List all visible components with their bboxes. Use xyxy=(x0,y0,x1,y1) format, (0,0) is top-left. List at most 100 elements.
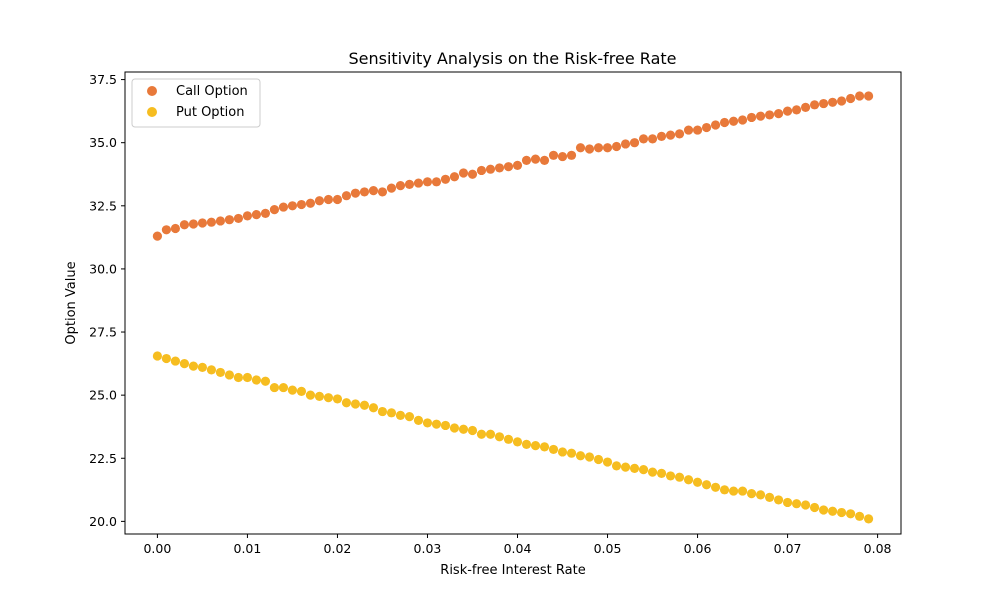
chart-title: Sensitivity Analysis on the Risk-free Ra… xyxy=(348,49,676,68)
call-option-point xyxy=(836,96,847,106)
put-option-point xyxy=(215,367,226,378)
call-option-point xyxy=(863,91,874,101)
put-option-point xyxy=(539,442,550,452)
call-option-point xyxy=(431,177,442,187)
call-option-point xyxy=(737,115,748,125)
call-option-point xyxy=(368,186,379,196)
y-axis-ticks: 20.0 22.5 25.0 27.5 30.0 32.5 35.0 37.5 xyxy=(89,72,125,529)
call-option-point xyxy=(647,134,658,144)
put-option-point xyxy=(800,500,811,510)
y-tick-label: 32.5 xyxy=(89,198,117,213)
call-option-point xyxy=(665,130,676,140)
put-option-point xyxy=(404,412,415,422)
call-option-point xyxy=(233,213,244,224)
put-option-point xyxy=(179,358,190,369)
put-option-point xyxy=(665,471,676,481)
put-option-point xyxy=(422,418,433,428)
call-option-point xyxy=(620,139,631,149)
put-option-point xyxy=(512,437,523,447)
call-option-point xyxy=(854,91,865,101)
x-tick-label: 0.01 xyxy=(234,541,262,556)
call-option-point xyxy=(809,100,820,110)
put-option-point xyxy=(242,372,253,383)
legend-marker-put-option xyxy=(147,107,157,117)
y-tick-label: 30.0 xyxy=(89,261,117,276)
put-option-point xyxy=(485,429,496,439)
call-option-point xyxy=(674,129,685,139)
put-option-point xyxy=(656,468,667,479)
put-option-point xyxy=(287,385,298,395)
put-option-point xyxy=(692,477,703,487)
put-option-point xyxy=(584,452,595,462)
call-option-point xyxy=(323,194,334,205)
call-option-point xyxy=(404,179,415,189)
put-option-point xyxy=(593,454,604,465)
put-option-point xyxy=(728,486,739,496)
call-option-point xyxy=(494,163,505,173)
put-option-point xyxy=(278,382,289,393)
call-option-point xyxy=(188,219,199,229)
call-option-point xyxy=(269,204,280,215)
put-option-point xyxy=(674,472,685,482)
x-tick-label: 0.02 xyxy=(324,541,352,556)
call-option-point xyxy=(719,117,730,128)
call-option-point xyxy=(539,155,550,165)
put-option-point xyxy=(467,425,478,436)
put-option-point xyxy=(818,505,829,515)
put-option-point xyxy=(548,444,559,455)
call-option-point xyxy=(611,141,622,152)
call-option-point xyxy=(161,225,172,235)
put-option-point xyxy=(701,480,712,490)
put-option-point xyxy=(647,467,658,477)
call-option-point xyxy=(305,198,316,208)
put-option-point xyxy=(233,372,244,383)
put-option-point xyxy=(836,507,847,518)
put-option-point xyxy=(431,419,442,429)
call-option-point xyxy=(485,164,496,174)
y-tick-label: 27.5 xyxy=(89,325,117,340)
call-option-point xyxy=(476,165,487,176)
put-option-point xyxy=(323,393,334,403)
call-option-point xyxy=(422,177,433,187)
put-option-point xyxy=(566,448,577,458)
y-tick-label: 25.0 xyxy=(89,388,117,403)
put-option-point xyxy=(197,362,208,372)
put-option-point xyxy=(458,424,469,434)
put-option-point xyxy=(782,497,793,508)
put-option-point xyxy=(449,423,460,433)
call-option-point xyxy=(179,220,190,230)
put-option-point xyxy=(845,509,856,519)
call-option-point xyxy=(512,160,523,171)
call-option-point xyxy=(566,150,577,160)
x-tick-label: 0.08 xyxy=(864,541,892,556)
call-option-point xyxy=(764,110,775,120)
put-option-point xyxy=(188,361,199,371)
put-option-point xyxy=(440,420,451,431)
put-option-point xyxy=(863,514,874,524)
call-option-point xyxy=(449,172,460,182)
put-option-point xyxy=(638,465,649,475)
put-option-point xyxy=(152,351,163,361)
put-option-point xyxy=(530,441,541,451)
call-option-point xyxy=(224,215,235,225)
legend-label-call-option: Call Option xyxy=(176,84,248,99)
call-option-point xyxy=(800,102,811,112)
call-option-point xyxy=(845,93,856,104)
call-option-point xyxy=(341,191,352,201)
x-tick-label: 0.04 xyxy=(504,541,532,556)
call-option-point xyxy=(152,231,163,241)
put-option-point xyxy=(854,511,865,521)
call-option-point xyxy=(170,223,181,234)
put-option-point xyxy=(719,485,730,495)
call-option-point xyxy=(827,97,838,107)
call-option-point xyxy=(458,168,469,178)
put-option-point xyxy=(296,386,307,396)
call-option-point xyxy=(395,181,406,191)
y-tick-label: 37.5 xyxy=(89,72,117,87)
call-option-point xyxy=(521,155,532,165)
put-option-point xyxy=(350,399,361,409)
put-option-point xyxy=(521,439,532,449)
put-option-point xyxy=(602,457,613,467)
call-option-point xyxy=(260,208,271,218)
